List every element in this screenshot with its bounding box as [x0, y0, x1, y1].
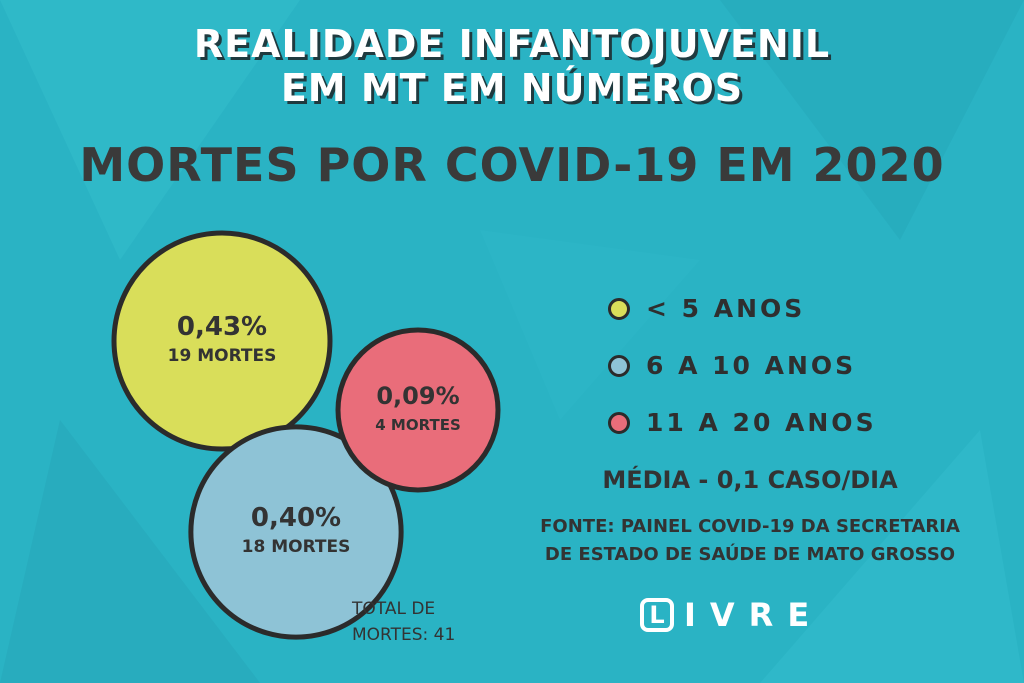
legend-swatch-under-5: [608, 297, 630, 320]
total-deaths-line-1: TOTAL DE: [352, 599, 436, 619]
legend-item-6-to-10: 6 A 10 ANOS: [608, 337, 877, 394]
title-line-1: REALIDADE INFANTOJUVENIL: [193, 22, 831, 66]
legend-swatch-6-to-10: [608, 354, 630, 377]
average-per-day: MÉDIA - 0,1 CASO/DIA: [602, 466, 898, 494]
legend: < 5 ANOS 6 A 10 ANOS 11 A 20 ANOS: [608, 280, 877, 451]
legend-item-11-to-20: 11 A 20 ANOS: [608, 394, 877, 451]
livre-logo: L IVRE: [640, 596, 823, 634]
bubble-percent-6-to-10: 0,40%: [251, 503, 341, 533]
legend-item-under-5: < 5 ANOS: [608, 280, 877, 337]
bubble-deaths-under-5: 19 MORTES: [168, 346, 277, 366]
bubble-deaths-6-to-10: 18 MORTES: [242, 537, 351, 557]
legend-label-under-5: < 5 ANOS: [646, 294, 806, 323]
logo-mark-icon: L: [640, 598, 674, 632]
source-line-2: DE ESTADO DE SAÚDE DE MATO GROSSO: [544, 544, 956, 565]
chart-subtitle: MORTES POR COVID-19 EM 2020: [79, 138, 945, 192]
total-deaths-line-2: MORTES: 41: [352, 625, 456, 645]
logo-text: IVRE: [684, 596, 824, 634]
legend-label-11-to-20: 11 A 20 ANOS: [646, 408, 877, 437]
bubble-6-to-10: [188, 424, 404, 640]
bubble-deaths-11-to-20: 4 MORTES: [375, 416, 461, 434]
bubble-11-to-20: [335, 327, 501, 493]
bubble-percent-11-to-20: 0,09%: [376, 382, 459, 410]
title-line-2: EM MT EM NÚMEROS: [280, 66, 744, 110]
legend-label-6-to-10: 6 A 10 ANOS: [646, 351, 857, 380]
source-line-1: FONTE: PAINEL COVID-19 DA SECRETARIA: [540, 516, 960, 537]
legend-swatch-11-to-20: [608, 411, 630, 434]
total-deaths: TOTAL DE MORTES: 41: [352, 596, 455, 648]
bubble-percent-under-5: 0,43%: [177, 312, 267, 342]
bubble-under-5: [111, 230, 333, 452]
